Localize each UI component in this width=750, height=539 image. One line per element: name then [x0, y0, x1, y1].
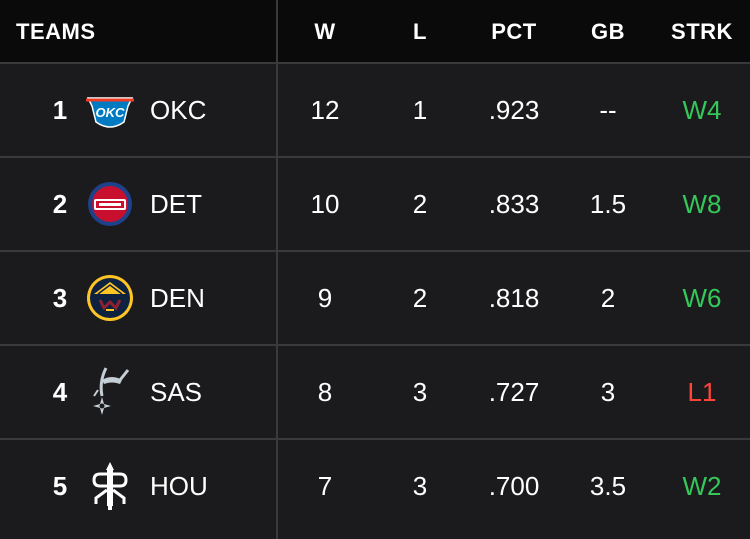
table-row[interactable]: 4 SAS 8 3 .727 3 L1: [0, 346, 750, 440]
gb-value: --: [599, 95, 617, 125]
team-rank: 4: [52, 377, 68, 407]
header-losses[interactable]: L: [413, 19, 427, 44]
losses-value: 2: [412, 189, 428, 219]
wins-value: 8: [317, 377, 333, 407]
streak-value: W6: [682, 283, 722, 313]
pct-value: .923: [488, 95, 540, 125]
wins-value: 9: [317, 283, 333, 313]
team-name: HOU: [150, 471, 208, 501]
losses-value: 1: [412, 95, 428, 125]
losses-value: 3: [412, 377, 428, 407]
team-name: DEN: [150, 283, 205, 313]
gb-value: 1.5: [589, 189, 627, 219]
wins-value: 12: [310, 95, 340, 125]
nuggets-logo-icon: [84, 272, 136, 324]
pistons-logo-icon: [84, 178, 136, 230]
team-rank: 3: [52, 283, 68, 313]
rockets-logo-icon: [84, 460, 136, 512]
pct-value: .700: [488, 471, 540, 501]
streak-value: L1: [687, 377, 717, 407]
table-row[interactable]: 1 OKC OKC 12 1 .923 -- W4: [0, 64, 750, 158]
gb-value: 3: [600, 377, 616, 407]
streak-value: W2: [682, 471, 722, 501]
team-rank: 2: [52, 189, 68, 219]
team-name: OKC: [150, 95, 207, 125]
losses-value: 3: [412, 471, 428, 501]
streak-value: W8: [682, 189, 722, 219]
header-gb[interactable]: GB: [591, 19, 625, 44]
team-name: SAS: [150, 377, 203, 407]
losses-value: 2: [412, 283, 428, 313]
pct-value: .818: [488, 283, 540, 313]
team-name: DET: [150, 189, 202, 219]
streak-value: W4: [682, 95, 722, 125]
svg-text:OKC: OKC: [96, 105, 126, 120]
column-divider: [276, 0, 278, 539]
table-row[interactable]: 2 DET 10 2 .833 1.5 W8: [0, 158, 750, 252]
team-rank: 1: [52, 95, 68, 125]
gb-value: 3.5: [589, 471, 627, 501]
team-rank: 5: [52, 471, 68, 501]
spurs-logo-icon: [84, 366, 136, 418]
gb-value: 2: [600, 283, 616, 313]
header-pct[interactable]: PCT: [491, 19, 537, 44]
table-header: TEAMS W L PCT GB STRK: [0, 0, 750, 64]
header-wins[interactable]: W: [314, 19, 336, 44]
header-streak[interactable]: STRK: [671, 19, 733, 44]
table-row[interactable]: 3 DEN 9 2 .818 2 W6: [0, 252, 750, 346]
table-row[interactable]: 5 HOU 7 3 .700 3.5 W2: [0, 440, 750, 534]
pct-value: .727: [488, 377, 540, 407]
header-teams[interactable]: TEAMS: [16, 19, 96, 44]
thunder-logo-icon: OKC: [84, 84, 136, 136]
wins-value: 10: [310, 189, 340, 219]
pct-value: .833: [488, 189, 540, 219]
wins-value: 7: [317, 471, 333, 501]
